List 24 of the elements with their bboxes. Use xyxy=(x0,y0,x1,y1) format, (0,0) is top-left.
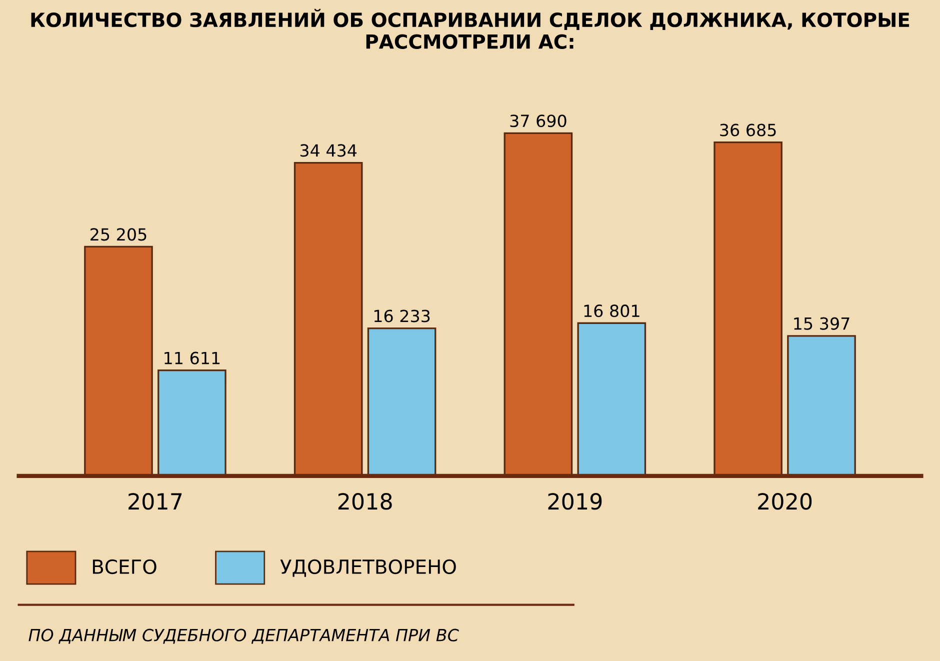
x-tick-label: 2017 xyxy=(128,492,182,510)
bar xyxy=(367,327,436,476)
bar xyxy=(577,322,646,476)
text: ПО ДАННЫМ СУДЕБНОГО ДЕПАРТАМЕНТА ПРИ ВС xyxy=(28,628,459,644)
data-label: 36 685 xyxy=(720,124,776,136)
data-label: 16 233 xyxy=(374,310,430,322)
bar xyxy=(714,141,782,476)
chart-title: КОЛИЧЕСТВО ЗАЯВЛЕНИЙ ОБ ОСПАРИВАНИИ СДЕЛОК ДОЛЖНИКА, КОТОРЫЕ РАССМОТРЕЛИ АС: xyxy=(31,8,910,49)
data-label: 34 434 xyxy=(300,144,357,157)
legend-label: УДОВЛЕТВОРЕНО xyxy=(280,559,456,577)
legend-label: ВСЕГО xyxy=(92,559,156,574)
data-label: 16 801 xyxy=(584,304,640,318)
data-label: 15 397 xyxy=(794,317,850,330)
x-tick-label: 2019 xyxy=(548,492,602,510)
x-tick-label: 2018 xyxy=(338,492,392,510)
bar xyxy=(504,132,573,476)
bar xyxy=(158,370,226,476)
x-tick-label: 2020 xyxy=(758,492,812,510)
data-label: 25 205 xyxy=(90,228,146,241)
data-label: 11 611 xyxy=(164,352,220,364)
bar xyxy=(294,162,363,476)
bar xyxy=(84,246,153,476)
data-label: 37 690 xyxy=(510,114,566,128)
bar xyxy=(787,335,856,476)
